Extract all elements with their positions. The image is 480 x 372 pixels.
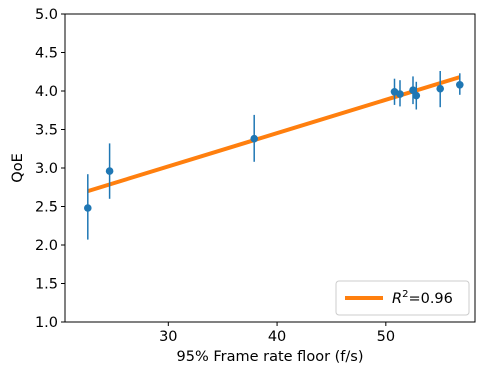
data-point [105, 167, 114, 175]
x-tick-label: 30 [159, 329, 177, 345]
y-tick-label: 2.0 [35, 238, 58, 254]
axis-layer: 30 40 50 1.0 1.5 2.0 2.5 3.0 3.5 4.0 4.5 5.0 [35, 7, 476, 345]
legend-label: R2=0.96 [392, 289, 453, 307]
y-tick-label: 3.5 [35, 123, 58, 139]
y-tick-label: 4.5 [35, 46, 58, 62]
legend-label-superscript: 2 [402, 289, 408, 300]
data-point [436, 84, 445, 93]
y-tick-label: 1.5 [35, 277, 58, 293]
plot-area [65, 14, 475, 322]
y-tick-label: 5.0 [35, 7, 58, 23]
x-tick-label: 40 [268, 329, 286, 345]
legend-box [335, 280, 470, 316]
x-tick-label: 50 [377, 329, 395, 345]
legend: R2=0.96 [335, 280, 470, 316]
data-point [396, 90, 404, 98]
plot-frame [65, 14, 475, 322]
y-tick-label: 2.5 [35, 200, 58, 216]
data-point [456, 81, 464, 89]
data-point [412, 91, 421, 100]
y-tick-label: 4.0 [35, 84, 58, 100]
y-tick-label: 3.0 [35, 161, 58, 177]
legend-label-prefix: R [392, 291, 402, 307]
data-point [250, 134, 258, 143]
point-layer [84, 81, 464, 212]
y-axis-label: QoE [10, 153, 26, 182]
x-axis-label: 95% Frame rate floor (f/s) [177, 349, 364, 365]
data-point [84, 204, 92, 212]
y-tick-label: 1.0 [35, 315, 58, 331]
legend-label-suffix: =0.96 [408, 291, 452, 307]
